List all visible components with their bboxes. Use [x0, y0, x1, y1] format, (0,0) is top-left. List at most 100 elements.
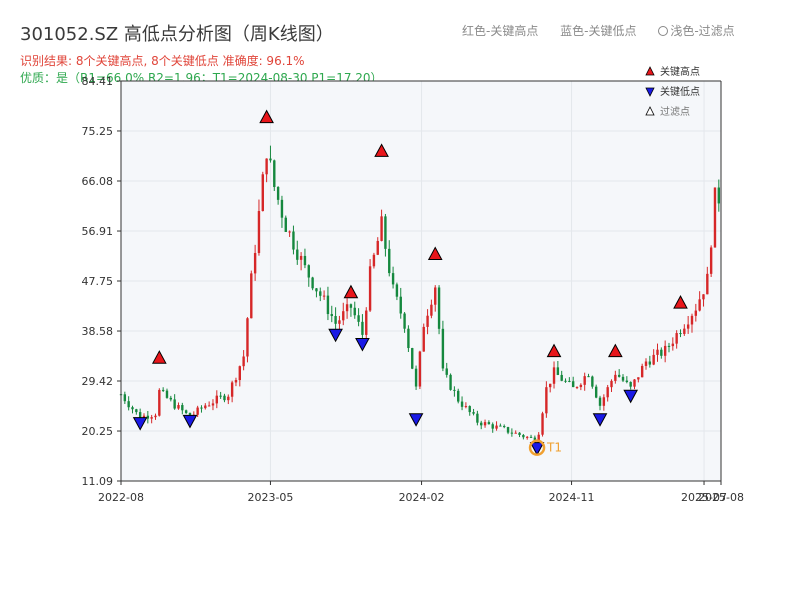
candle-body — [506, 427, 510, 433]
y-tick-label: 11.09 — [82, 475, 114, 488]
candle-body — [468, 406, 471, 413]
candle-body — [250, 273, 253, 319]
candle-body — [637, 377, 640, 380]
candle-body — [138, 412, 142, 420]
key-high-marker — [608, 343, 623, 358]
key-high-marker — [151, 350, 167, 364]
candle-body — [514, 432, 517, 434]
candle-body — [560, 374, 563, 381]
candle-body — [652, 354, 655, 365]
candle-body — [644, 361, 648, 366]
candle-body — [207, 405, 211, 407]
key-high-marker — [259, 109, 274, 124]
key-low-marker — [328, 328, 343, 343]
candle-body — [154, 415, 157, 418]
candle-body — [717, 187, 721, 204]
candle-body — [591, 376, 594, 387]
candle-body — [292, 231, 295, 250]
candle-body — [460, 401, 464, 407]
candle-body — [407, 328, 410, 349]
candle-body — [349, 304, 353, 308]
candle-body — [123, 394, 127, 402]
candle-body — [430, 304, 433, 316]
key-light-label: 浅色-过滤点 — [670, 24, 735, 38]
x-tick-label: 2024-11 — [549, 491, 595, 504]
candle-body — [640, 365, 644, 378]
key-low-marker — [182, 414, 198, 429]
candle-body — [537, 434, 540, 443]
candle-body — [713, 187, 717, 248]
candle-body — [345, 304, 349, 312]
candle-body — [694, 310, 698, 316]
candle-body — [510, 432, 514, 434]
candle-body — [518, 432, 521, 435]
candle-body — [211, 403, 215, 406]
candle-body — [548, 383, 552, 388]
candle-body — [575, 387, 579, 389]
y-tick-label: 47.75 — [82, 275, 114, 288]
candle-body — [200, 407, 203, 409]
candle-body — [495, 425, 498, 429]
color-key: 红色-关键高点 蓝色-关键低点 浅色-过滤点 — [462, 22, 753, 39]
candle-body — [629, 382, 632, 387]
candle-body — [276, 187, 280, 200]
y-tick-label: 56.91 — [82, 225, 114, 238]
candle-body — [384, 216, 387, 249]
candle-body — [322, 295, 326, 297]
candle-body — [204, 405, 207, 409]
key-low-marker — [623, 389, 639, 404]
candle-body — [541, 413, 544, 435]
candle-body — [388, 248, 391, 274]
x-tick-label: 2025-08 — [698, 491, 744, 504]
key-low-marker — [132, 417, 148, 431]
candle-body — [173, 399, 176, 409]
candle-body — [334, 316, 337, 324]
candle-body — [150, 417, 153, 419]
key-high-marker — [546, 343, 562, 358]
candle-body — [667, 345, 671, 347]
y-tick-label: 75.25 — [82, 125, 114, 138]
candle-body — [579, 384, 583, 388]
candle-body — [476, 413, 479, 423]
ring-icon — [658, 26, 669, 36]
key-red-label: 红色-关键高点 — [462, 24, 539, 38]
candle-body — [441, 328, 445, 369]
x-tick-label: 2023-05 — [247, 491, 293, 504]
candle-body — [594, 386, 598, 398]
candle-body — [617, 374, 621, 377]
key-blue-label: 蓝色-关键低点 — [560, 24, 637, 38]
key-high-marker — [427, 246, 443, 261]
candle-body — [648, 361, 652, 365]
candle-body — [253, 253, 257, 274]
candle-body — [683, 328, 686, 334]
candle-body — [273, 160, 276, 188]
candle-body — [526, 436, 529, 438]
candle-body — [257, 211, 261, 254]
candle-body — [196, 407, 199, 415]
candle-body — [434, 287, 437, 305]
candle-body — [457, 390, 460, 402]
candle-body — [418, 351, 422, 387]
key-high-marker — [374, 143, 389, 157]
key-low-marker — [592, 413, 608, 427]
candle-body — [545, 387, 548, 414]
candle-body — [230, 382, 234, 397]
candle-body — [127, 401, 130, 408]
candle-body — [269, 158, 272, 161]
candle-body — [422, 326, 425, 352]
x-tick-label: 2024-02 — [399, 491, 445, 504]
candle-body — [702, 294, 705, 300]
candle-body — [219, 395, 222, 397]
candle-body — [437, 287, 441, 329]
candle-body — [135, 409, 138, 413]
candle-body — [499, 425, 502, 427]
candle-body — [399, 296, 402, 314]
candle-body — [625, 380, 629, 383]
candle-body — [234, 380, 238, 383]
candle-body — [614, 374, 617, 381]
y-tick-label: 29.42 — [82, 375, 114, 388]
candle-body — [472, 412, 475, 414]
y-tick-label: 38.58 — [82, 325, 114, 338]
result-summary: 识别结果: 8个关键高点, 8个关键低点 准确度: 96.1% — [20, 54, 305, 68]
